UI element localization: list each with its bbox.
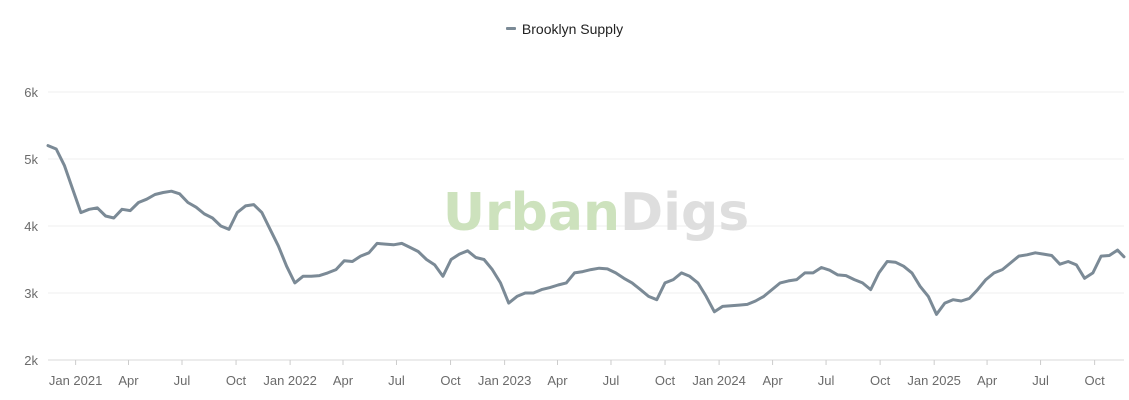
- x-tick-label: Jul: [603, 373, 620, 388]
- x-tick-label: Apr: [977, 373, 998, 388]
- x-axis: Jan 2021 Apr Jul Oct Jan 2022 Apr Jul Oct Jan 20…: [49, 360, 1105, 388]
- urbandigs-watermark: UrbanDigs: [443, 183, 749, 243]
- series-line-brooklyn-supply: [46, 144, 1126, 316]
- x-tick-label: Jan 2025: [907, 373, 961, 388]
- y-tick-label: 6k: [24, 85, 38, 100]
- x-tick-label: Apr: [547, 373, 568, 388]
- x-tick-label: Jan 2023: [478, 373, 532, 388]
- watermark-urban: Urban: [443, 183, 620, 243]
- x-tick-label: Oct: [655, 373, 676, 388]
- x-tick-label: Jul: [1032, 373, 1049, 388]
- x-tick-label: Oct: [440, 373, 461, 388]
- x-tick-label: Jan 2022: [263, 373, 317, 388]
- x-tick-label: Apr: [118, 373, 139, 388]
- legend-label: Brooklyn Supply: [521, 20, 624, 37]
- x-tick-label: Oct: [226, 373, 247, 388]
- x-tick-label: Oct: [870, 373, 891, 388]
- y-axis: 2k 3k 4k 5k 6k: [24, 85, 38, 368]
- x-tick-label: Apr: [333, 373, 354, 388]
- y-tick-label: 5k: [24, 152, 38, 167]
- x-tick-label: Apr: [762, 373, 783, 388]
- x-tick-label: Jan 2021: [49, 373, 103, 388]
- chart-legend: Brooklyn Supply: [0, 17, 1129, 37]
- x-tick-label: Jul: [388, 373, 405, 388]
- x-tick-label: Jul: [174, 373, 191, 388]
- y-tick-label: 2k: [24, 353, 38, 368]
- watermark-digs: Digs: [620, 183, 749, 243]
- legend-swatch: [505, 27, 516, 30]
- grid: [48, 91, 1124, 361]
- legend-item-brooklyn-supply[interactable]: Brooklyn Supply: [505, 20, 624, 37]
- series-layer: [46, 144, 1126, 316]
- x-tick-label: Jul: [818, 373, 835, 388]
- y-tick-label: 4k: [24, 219, 38, 234]
- x-tick-label: Jan 2024: [692, 373, 746, 388]
- x-tick-label: Oct: [1085, 373, 1106, 388]
- y-tick-label: 3k: [24, 286, 38, 301]
